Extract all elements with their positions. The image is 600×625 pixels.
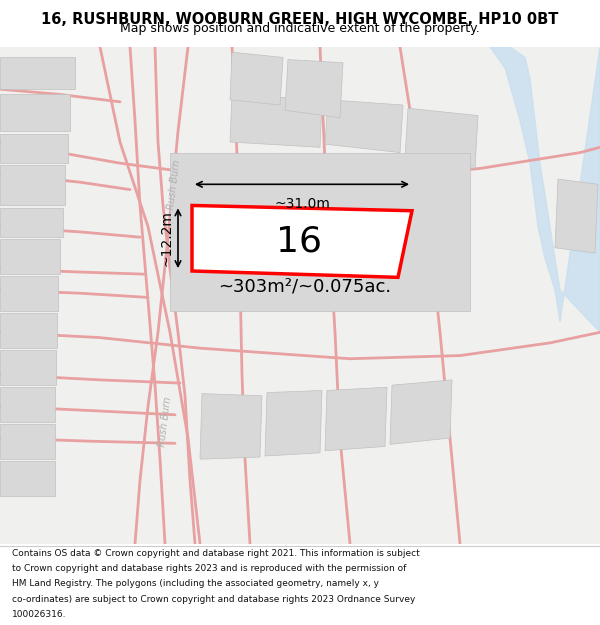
Polygon shape bbox=[325, 100, 403, 152]
Text: HM Land Registry. The polygons (including the associated geometry, namely x, y: HM Land Registry. The polygons (includin… bbox=[12, 579, 379, 589]
Polygon shape bbox=[0, 313, 57, 348]
Text: to Crown copyright and database rights 2023 and is reproduced with the permissio: to Crown copyright and database rights 2… bbox=[12, 564, 406, 574]
Polygon shape bbox=[200, 394, 262, 459]
Polygon shape bbox=[0, 424, 55, 459]
Text: 16: 16 bbox=[275, 224, 322, 258]
Polygon shape bbox=[405, 108, 478, 169]
Polygon shape bbox=[0, 388, 55, 422]
Polygon shape bbox=[325, 388, 387, 451]
Text: Rush Burn: Rush Burn bbox=[166, 159, 182, 210]
Polygon shape bbox=[0, 208, 63, 237]
Polygon shape bbox=[555, 179, 598, 253]
Polygon shape bbox=[170, 152, 470, 311]
Polygon shape bbox=[285, 59, 343, 118]
Polygon shape bbox=[390, 380, 452, 444]
Polygon shape bbox=[0, 461, 55, 496]
Polygon shape bbox=[0, 239, 60, 274]
Polygon shape bbox=[0, 276, 58, 311]
Text: ~31.0m: ~31.0m bbox=[274, 197, 330, 211]
Polygon shape bbox=[192, 206, 412, 278]
Text: 100026316.: 100026316. bbox=[12, 609, 67, 619]
Polygon shape bbox=[0, 94, 70, 131]
Polygon shape bbox=[490, 47, 600, 332]
Text: ~303m²/~0.075ac.: ~303m²/~0.075ac. bbox=[218, 278, 392, 295]
Polygon shape bbox=[230, 52, 283, 105]
Text: co-ordinates) are subject to Crown copyright and database rights 2023 Ordnance S: co-ordinates) are subject to Crown copyr… bbox=[12, 594, 415, 604]
Text: Contains OS data © Crown copyright and database right 2021. This information is : Contains OS data © Crown copyright and d… bbox=[12, 549, 420, 559]
Text: Map shows position and indicative extent of the property.: Map shows position and indicative extent… bbox=[120, 22, 480, 35]
Polygon shape bbox=[0, 165, 65, 206]
Text: 16, RUSHBURN, WOOBURN GREEN, HIGH WYCOMBE, HP10 0BT: 16, RUSHBURN, WOOBURN GREEN, HIGH WYCOMB… bbox=[41, 12, 559, 27]
Polygon shape bbox=[0, 58, 75, 89]
Polygon shape bbox=[0, 134, 68, 163]
Text: ~12.2m: ~12.2m bbox=[159, 210, 173, 266]
Polygon shape bbox=[230, 94, 322, 148]
Polygon shape bbox=[265, 391, 322, 456]
Polygon shape bbox=[0, 350, 56, 385]
Text: Rush Burn: Rush Burn bbox=[157, 397, 173, 448]
